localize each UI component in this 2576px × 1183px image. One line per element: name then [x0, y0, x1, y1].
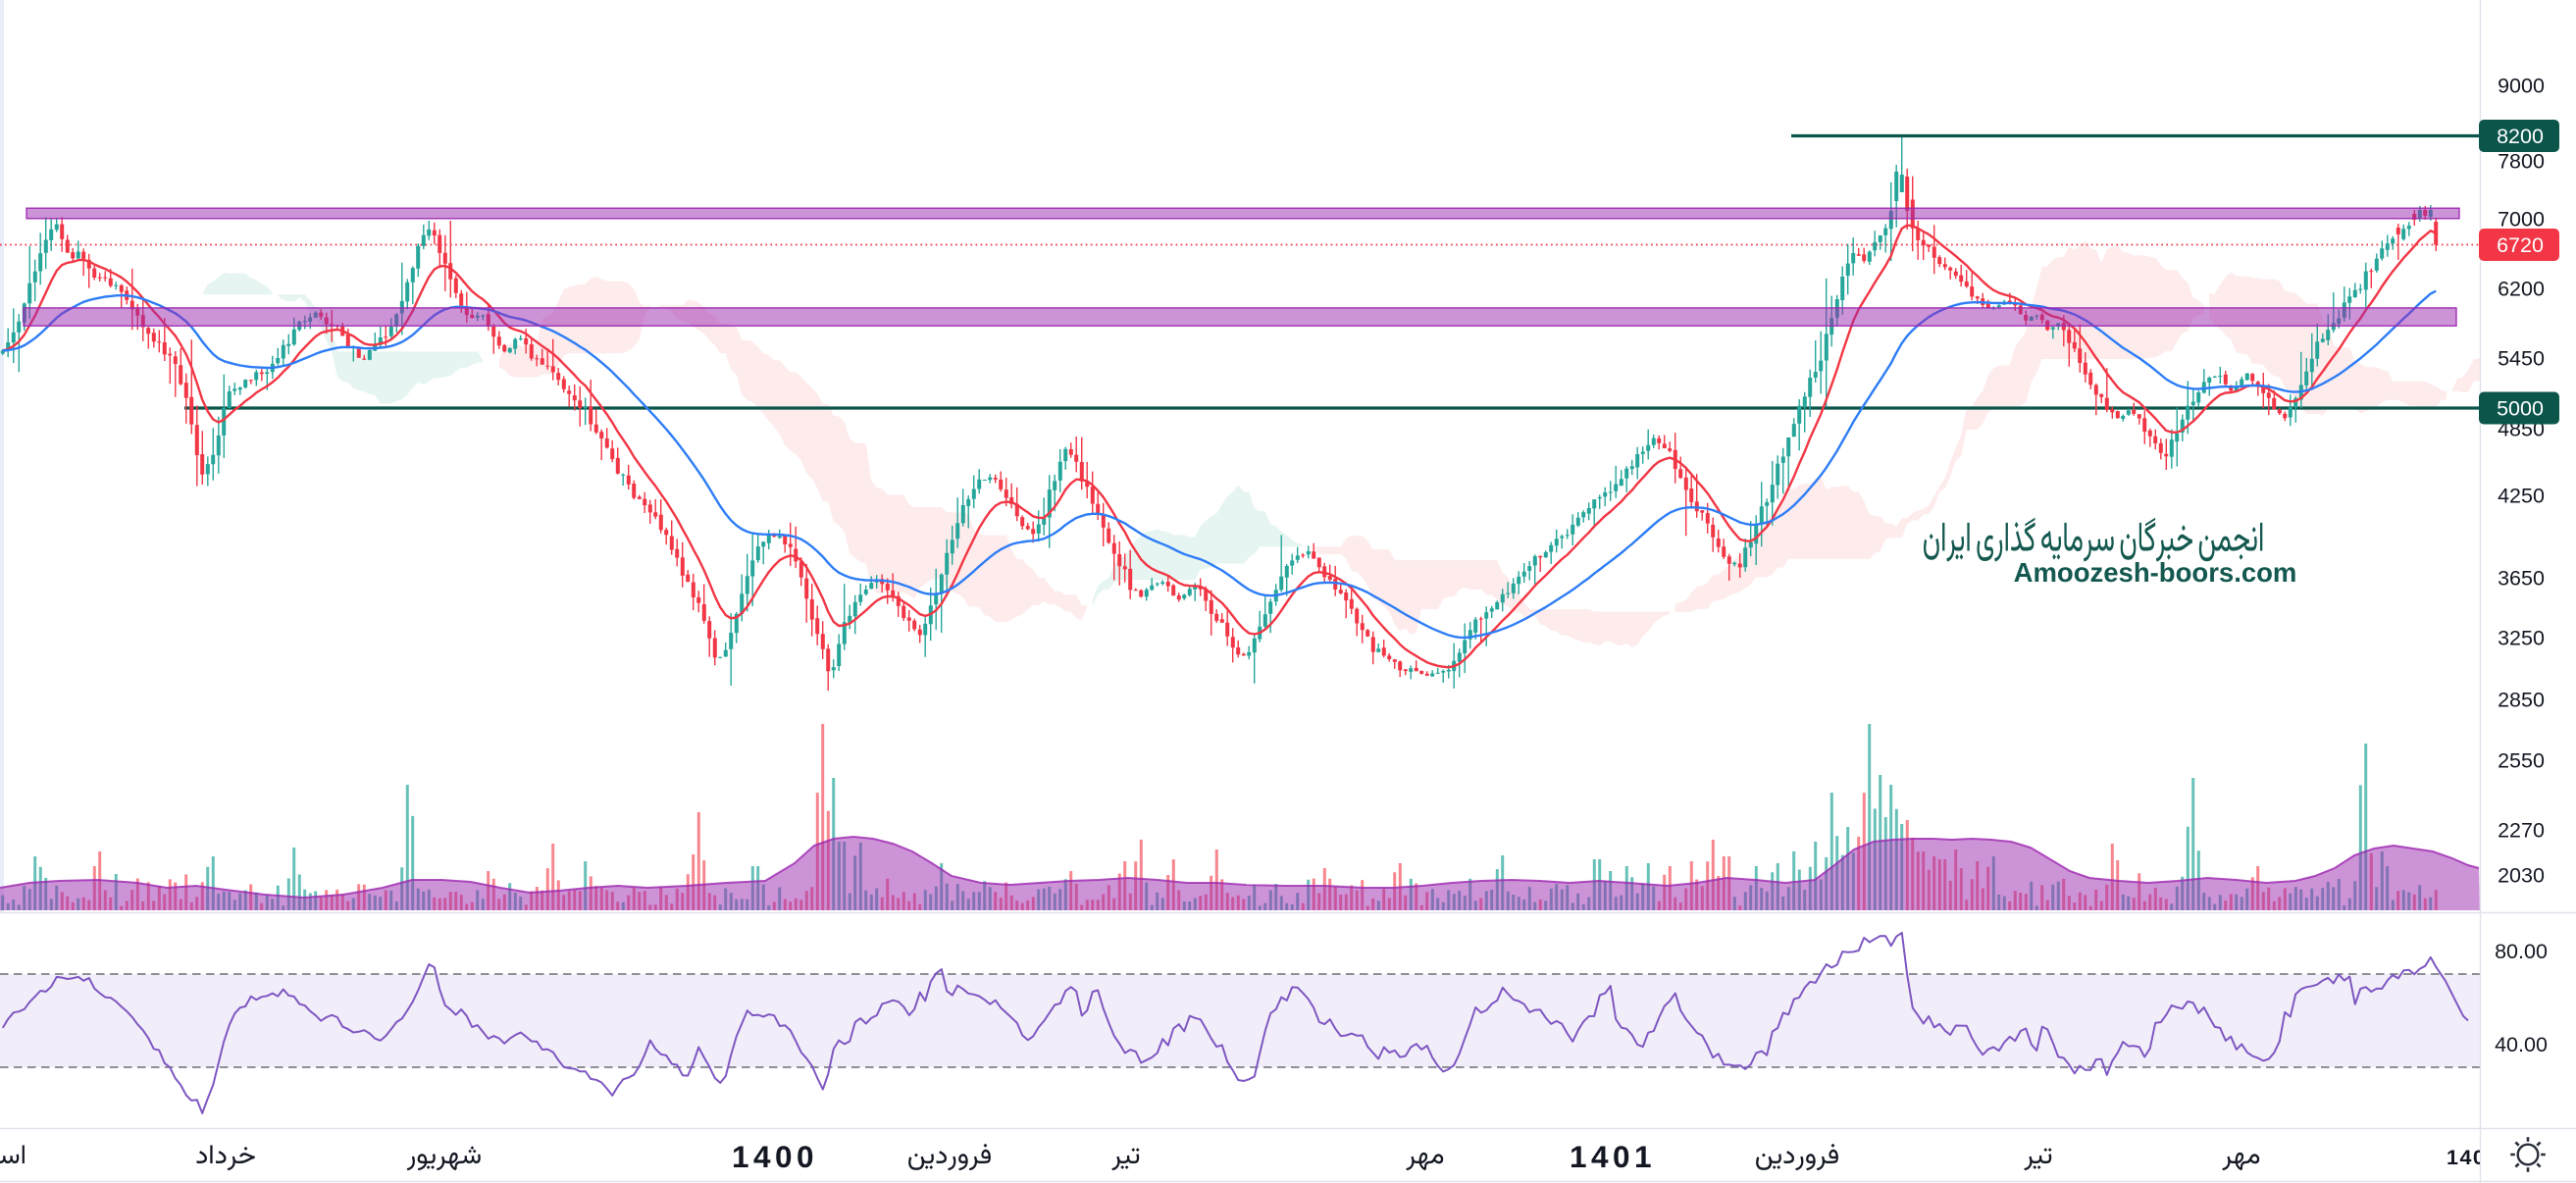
svg-text:2550: 2550 — [2498, 749, 2545, 773]
svg-text:40.00: 40.00 — [2495, 1033, 2548, 1056]
svg-text:7000: 7000 — [2498, 208, 2545, 231]
svg-text:8200: 8200 — [2497, 125, 2544, 148]
svg-text:3650: 3650 — [2498, 567, 2545, 591]
svg-text:2030: 2030 — [2498, 864, 2545, 888]
svg-text:6200: 6200 — [2498, 278, 2545, 301]
svg-text:2270: 2270 — [2498, 819, 2545, 843]
svg-text:4250: 4250 — [2498, 485, 2545, 508]
svg-text:6720: 6720 — [2497, 233, 2544, 257]
svg-text:80.00: 80.00 — [2495, 940, 2548, 963]
svg-text:1401: 1401 — [1570, 1139, 1656, 1174]
svg-text:2850: 2850 — [2498, 689, 2545, 712]
svg-text:5000: 5000 — [2497, 397, 2544, 421]
svg-text:3250: 3250 — [2498, 627, 2545, 650]
svg-text:1400: 1400 — [732, 1139, 818, 1174]
svg-text:5450: 5450 — [2498, 347, 2545, 371]
svg-text:9000: 9000 — [2498, 75, 2545, 98]
svg-text:7800: 7800 — [2498, 150, 2545, 174]
svg-text:Amoozesh-boors.com: Amoozesh-boors.com — [2014, 557, 2297, 588]
svg-text:1402: 1402 — [2447, 1146, 2499, 1169]
